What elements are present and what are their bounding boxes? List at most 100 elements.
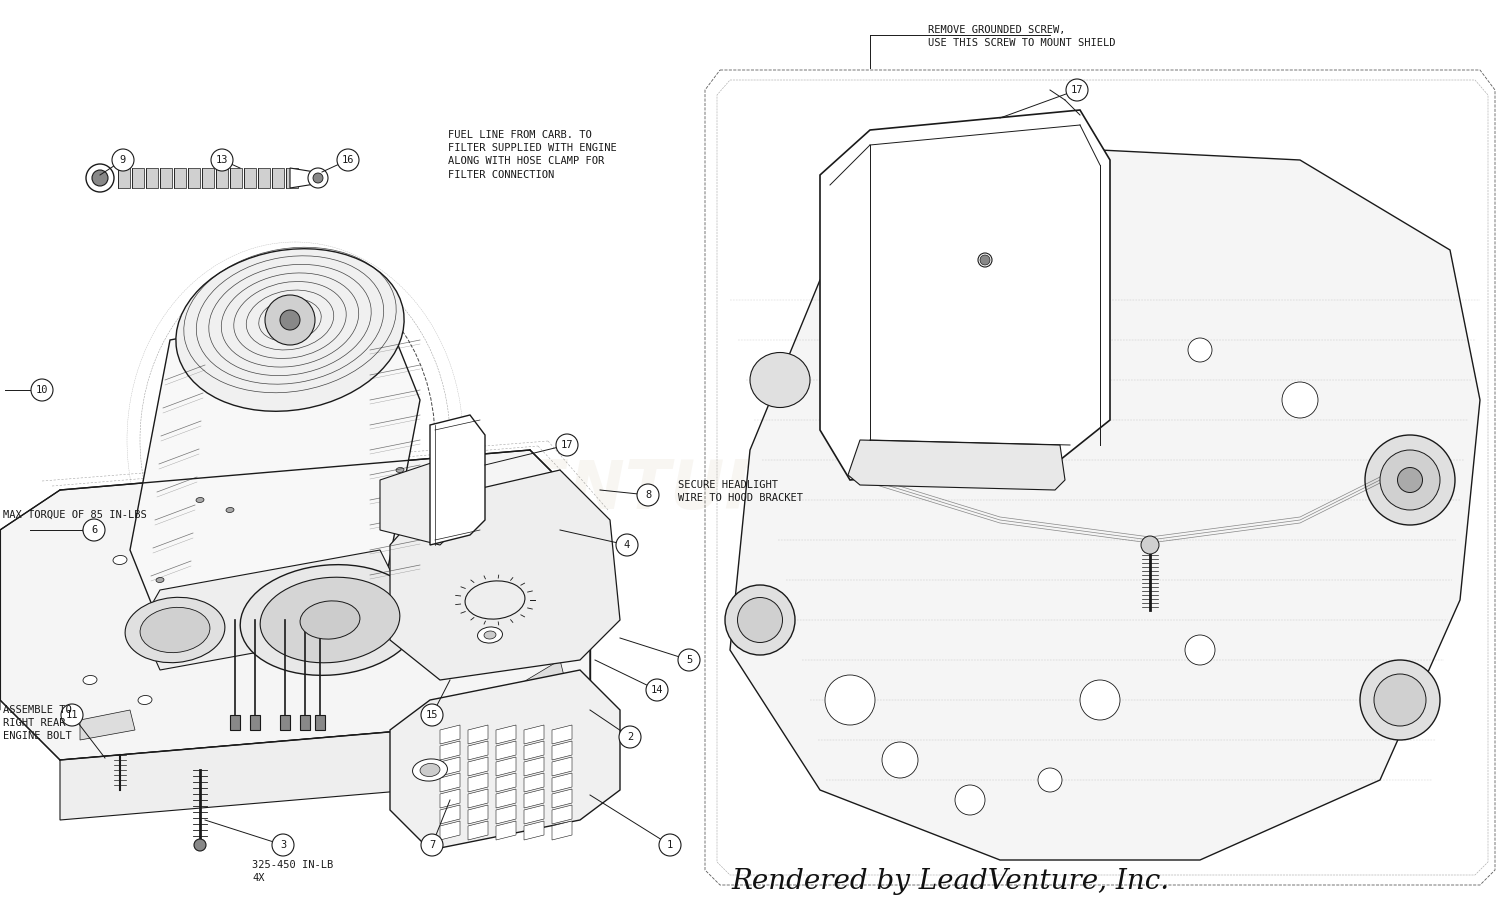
- Text: 1: 1: [668, 840, 674, 850]
- Polygon shape: [552, 773, 572, 792]
- Polygon shape: [730, 150, 1480, 860]
- Polygon shape: [188, 168, 200, 188]
- Polygon shape: [244, 168, 256, 188]
- Circle shape: [658, 834, 681, 856]
- Polygon shape: [440, 757, 460, 776]
- Circle shape: [422, 834, 442, 856]
- Circle shape: [956, 785, 986, 815]
- Polygon shape: [468, 725, 488, 744]
- Polygon shape: [174, 168, 186, 188]
- Circle shape: [980, 255, 990, 265]
- Polygon shape: [524, 805, 544, 824]
- Circle shape: [422, 704, 442, 726]
- Circle shape: [62, 704, 82, 726]
- Circle shape: [266, 295, 315, 345]
- Polygon shape: [524, 773, 544, 792]
- Polygon shape: [440, 789, 460, 808]
- Text: 9: 9: [120, 155, 126, 165]
- Circle shape: [338, 149, 358, 171]
- Text: 2: 2: [627, 732, 633, 742]
- Text: SECURE HEADLIGHT
WIRE TO HOOD BRACKET: SECURE HEADLIGHT WIRE TO HOOD BRACKET: [678, 480, 802, 503]
- Polygon shape: [146, 168, 158, 188]
- Ellipse shape: [484, 631, 496, 639]
- Polygon shape: [847, 440, 1065, 490]
- Ellipse shape: [978, 253, 992, 267]
- Polygon shape: [496, 821, 516, 840]
- Text: LEADVENTURE: LEADVENTURE: [278, 457, 822, 523]
- Text: 15: 15: [426, 710, 438, 720]
- Polygon shape: [524, 757, 544, 776]
- Ellipse shape: [138, 695, 152, 704]
- Polygon shape: [286, 168, 298, 188]
- Ellipse shape: [196, 498, 204, 502]
- Polygon shape: [258, 168, 270, 188]
- Circle shape: [32, 379, 53, 401]
- Polygon shape: [230, 168, 242, 188]
- Polygon shape: [202, 168, 214, 188]
- Circle shape: [882, 742, 918, 778]
- Polygon shape: [130, 300, 420, 650]
- Text: 4: 4: [624, 540, 630, 550]
- Polygon shape: [552, 789, 572, 808]
- Polygon shape: [552, 741, 572, 760]
- Polygon shape: [468, 789, 488, 808]
- Polygon shape: [251, 715, 260, 730]
- Polygon shape: [468, 757, 488, 776]
- Circle shape: [82, 519, 105, 541]
- Polygon shape: [496, 741, 516, 760]
- Ellipse shape: [413, 759, 447, 781]
- Ellipse shape: [477, 627, 502, 643]
- Circle shape: [112, 149, 134, 171]
- Ellipse shape: [300, 601, 360, 639]
- Text: 5: 5: [686, 655, 692, 665]
- Polygon shape: [380, 460, 454, 545]
- Text: 6: 6: [92, 525, 98, 535]
- Text: 11: 11: [66, 710, 78, 720]
- Ellipse shape: [738, 597, 783, 643]
- Text: 17: 17: [561, 440, 573, 450]
- Polygon shape: [132, 168, 144, 188]
- Ellipse shape: [494, 635, 507, 644]
- Ellipse shape: [82, 526, 98, 535]
- Text: REMOVE GROUNDED SCREW,
USE THIS SCREW TO MOUNT SHIELD: REMOVE GROUNDED SCREW, USE THIS SCREW TO…: [928, 25, 1116, 48]
- Ellipse shape: [1360, 660, 1440, 740]
- Polygon shape: [216, 168, 228, 188]
- Circle shape: [638, 484, 658, 506]
- Circle shape: [1066, 79, 1088, 101]
- Polygon shape: [552, 805, 572, 824]
- Polygon shape: [440, 821, 460, 840]
- Polygon shape: [0, 450, 590, 760]
- Text: FUEL LINE FROM CARB. TO
FILTER SUPPLIED WITH ENGINE
ALONG WITH HOSE CLAMP FOR
FI: FUEL LINE FROM CARB. TO FILTER SUPPLIED …: [448, 130, 616, 180]
- Ellipse shape: [226, 507, 234, 513]
- Circle shape: [1185, 635, 1215, 665]
- Polygon shape: [300, 715, 310, 730]
- Ellipse shape: [1142, 536, 1160, 554]
- Circle shape: [280, 310, 300, 330]
- Circle shape: [86, 164, 114, 192]
- Ellipse shape: [464, 666, 477, 675]
- Ellipse shape: [140, 608, 210, 653]
- Circle shape: [1080, 680, 1120, 720]
- Circle shape: [556, 434, 578, 456]
- Polygon shape: [290, 168, 320, 188]
- Ellipse shape: [472, 505, 488, 514]
- Ellipse shape: [176, 249, 404, 411]
- Polygon shape: [524, 821, 544, 840]
- Text: 10: 10: [36, 385, 48, 395]
- Circle shape: [272, 834, 294, 856]
- Ellipse shape: [1365, 435, 1455, 525]
- Polygon shape: [230, 715, 240, 730]
- Ellipse shape: [724, 585, 795, 655]
- Polygon shape: [468, 805, 488, 824]
- Circle shape: [194, 839, 206, 851]
- Polygon shape: [315, 715, 326, 730]
- Circle shape: [308, 168, 328, 188]
- Polygon shape: [552, 757, 572, 776]
- Polygon shape: [280, 715, 290, 730]
- Polygon shape: [468, 821, 488, 840]
- Polygon shape: [60, 720, 530, 820]
- Polygon shape: [496, 725, 516, 744]
- Polygon shape: [496, 773, 516, 792]
- Text: 14: 14: [651, 685, 663, 695]
- Text: 16: 16: [342, 155, 354, 165]
